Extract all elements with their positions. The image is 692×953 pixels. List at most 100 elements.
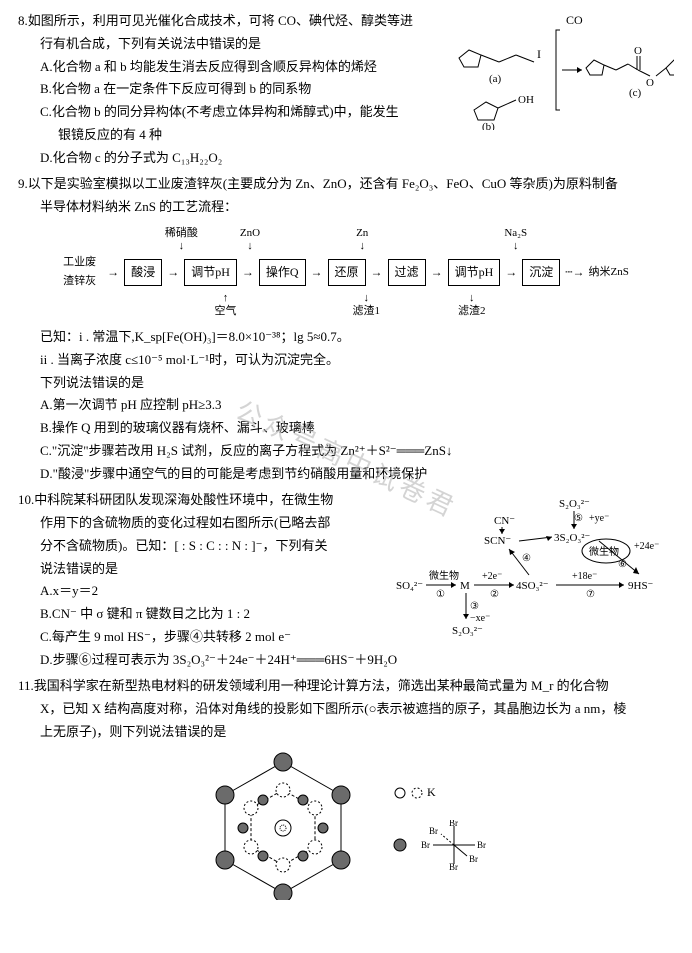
svg-text:S₂O₃²⁻: S₂O₃²⁻ xyxy=(452,625,483,637)
q10-stem1: 中科院某科研团队发现深海处酸性环境中，在微生物 xyxy=(34,489,388,512)
struct-c: O O (c) xyxy=(586,45,674,99)
q8-figure: CO I (a) OH (b) xyxy=(434,10,674,130)
flow-box3: 操作Q xyxy=(259,259,306,286)
q9-optA: 第一次调节 pH 应控制 pH≥3.3 xyxy=(53,394,222,417)
svg-text:I: I xyxy=(537,47,541,61)
svg-text:S₂O₃²⁻: S₂O₃²⁻ xyxy=(559,498,590,510)
flow-box7: 沉淀 xyxy=(522,259,560,286)
svg-text:3S₂O₃²⁻: 3S₂O₃²⁻ xyxy=(554,532,591,544)
flow-output: 纳米ZnS xyxy=(588,263,628,282)
svg-text:(b): (b) xyxy=(482,121,495,130)
svg-text:①: ① xyxy=(436,589,445,600)
flow-in2: ZnO xyxy=(240,227,260,240)
q9-optB-label: B. xyxy=(40,417,52,440)
q10-optD: 步骤⑥过程可表示为 3S₂O₃²⁻＋24e⁻＋24H⁺═══6HS⁻＋9H₂O xyxy=(53,649,398,672)
flow-input-left: 工业废渣锌灰 xyxy=(63,253,103,292)
q9-stem1: 以下是实验室模拟以工业废渣锌灰(主要成分为 Zn、ZnO，还含有 Fe₂O₃、F… xyxy=(28,173,674,196)
br-octahedron: Br Br Br Br Br Br xyxy=(419,820,489,870)
svg-text:−xe⁻: −xe⁻ xyxy=(470,613,490,624)
legend-k: K xyxy=(427,785,436,799)
q9-optC: "沉淀"步骤若改用 H₂S 试剂，反应的离子方程式为 Zn²⁺＋S²⁻═══Zn… xyxy=(52,440,453,463)
struct-a: I (a) xyxy=(459,47,541,85)
svg-text:SCN⁻: SCN⁻ xyxy=(484,535,511,547)
q8-optC1: 化合物 b 的同分异构体(不考虑立体异构和烯醇式)中，能发生 xyxy=(52,101,399,124)
svg-text:⑤: ⑤ xyxy=(574,513,583,524)
q10-optA: x＝y＝2 xyxy=(53,580,99,603)
svg-text:Br: Br xyxy=(449,820,458,828)
question-9: 9. 以下是实验室模拟以工业废渣锌灰(主要成分为 Zn、ZnO，还含有 Fe₂O… xyxy=(18,173,674,485)
question-11: 11. 我国科学家在新型热电材料的研发领域利用一种理论计算方法，筛选出某种最简式… xyxy=(18,675,674,899)
svg-text:Br: Br xyxy=(429,826,438,836)
svg-text:微生物: 微生物 xyxy=(429,569,459,582)
svg-text:SO₄²⁻: SO₄²⁻ xyxy=(396,580,423,592)
svg-text:CN⁻: CN⁻ xyxy=(494,515,515,527)
svg-text:微生物: 微生物 xyxy=(589,545,619,558)
svg-text:Br: Br xyxy=(449,862,458,870)
question-10: SO₄²⁻ ① 微生物 M +2e⁻ ② 4SO₃²⁻ +18e⁻ ⑦ 9HS⁻… xyxy=(18,489,674,671)
q10-optC-label: C. xyxy=(40,626,52,649)
flow-in4: Zn xyxy=(356,227,368,240)
q9-optD-label: D. xyxy=(40,463,53,486)
flow-box6: 调节pH xyxy=(448,259,501,286)
q9-num: 9. xyxy=(18,173,28,196)
q9-optD: "酸浸"步骤中通空气的目的可能是考虑到节约硝酸用量和环境保护 xyxy=(53,463,428,486)
svg-text:③: ③ xyxy=(470,601,479,612)
q8-optA-label: A. xyxy=(40,56,53,79)
q10-optC: 每产生 9 mol HS⁻，步骤④共转移 2 mol e⁻ xyxy=(52,626,291,649)
q8-optD: 化合物 c 的分子式为 C₁₃H₂₂O₂ xyxy=(53,147,223,170)
svg-text:O: O xyxy=(646,77,654,89)
q11-legend: K Br Br Br Br Br Br xyxy=(393,780,489,870)
q10-figure: SO₄²⁻ ① 微生物 M +2e⁻ ② 4SO₃²⁻ +18e⁻ ⑦ 9HS⁻… xyxy=(394,489,674,639)
q10-optB-label: B. xyxy=(40,603,52,626)
svg-text:+24e⁻: +24e⁻ xyxy=(634,541,659,552)
flow-out5: 滤渣2 xyxy=(458,305,486,318)
q9-known-i: 已知：i . 常温下,K_sp[Fe(OH)₃]＝8.0×10⁻³⁸；lg 5≈… xyxy=(18,326,674,349)
flow-in1b: 空气 xyxy=(215,305,237,318)
q11-num: 11. xyxy=(18,675,34,698)
svg-text:M: M xyxy=(460,580,470,592)
q8-optC-label: C. xyxy=(40,101,52,124)
svg-text:⑥: ⑥ xyxy=(618,559,627,570)
q9-optC-label: C. xyxy=(40,440,52,463)
svg-text:(c): (c) xyxy=(629,87,642,99)
q10-optB: CN⁻ 中 σ 键和 π 键数目之比为 1 : 2 xyxy=(52,603,250,626)
q11-stem2: X，已知 X 结构高度对称，沿体对角线的投影如下图所示(○表示被遮挡的原子，其晶… xyxy=(18,698,674,721)
flow-out3: 滤渣1 xyxy=(353,305,381,318)
question-8: CO I (a) OH (b) xyxy=(18,10,674,169)
flow-in1: 稀硝酸 xyxy=(165,227,198,240)
crystal-projection xyxy=(203,750,363,900)
svg-text:Br: Br xyxy=(469,854,478,864)
svg-text:9HS⁻: 9HS⁻ xyxy=(628,580,654,592)
q9-stem2: 半导体材料纳米 ZnS 的工艺流程： xyxy=(18,196,674,219)
svg-text:+2e⁻: +2e⁻ xyxy=(482,571,502,582)
flow-in7: Na₂S xyxy=(504,227,527,240)
q9-flow: 稀硝酸↓ ZnO↓ Zn↓ Na₂S↓ 工业废渣锌灰 → 酸浸 → 调节pH →… xyxy=(18,227,674,318)
q9-known-ii: ii . 当离子浓度 c≤10⁻⁵ mol·L⁻¹时，可认为沉淀完全。 xyxy=(18,349,674,372)
q9-optB: 操作 Q 用到的玻璃仪器有烧杯、漏斗、玻璃棒 xyxy=(52,417,315,440)
q8-optB: 化合物 a 在一定条件下反应可得到 b 的同系物 xyxy=(52,78,311,101)
svg-text:O: O xyxy=(634,45,642,57)
q10-num: 10. xyxy=(18,489,34,512)
q8-optD-label: D. xyxy=(40,147,53,170)
svg-text:Br: Br xyxy=(477,840,486,850)
struct-b: OH (b) xyxy=(474,94,534,130)
flow-box5: 过滤 xyxy=(388,259,426,286)
svg-text:OH: OH xyxy=(518,94,534,106)
co-label: CO xyxy=(566,13,583,27)
q9-optA-label: A. xyxy=(40,394,53,417)
svg-text:⑦: ⑦ xyxy=(586,589,595,600)
svg-text:(a): (a) xyxy=(489,73,502,85)
svg-text:Br: Br xyxy=(421,840,430,850)
flow-box2: 调节pH xyxy=(184,259,237,286)
q8-num: 8. xyxy=(18,10,28,33)
svg-text:+ye⁻: +ye⁻ xyxy=(589,513,609,524)
flow-box1: 酸浸 xyxy=(124,259,162,286)
q10-optA-label: A. xyxy=(40,580,53,603)
q8-stem1: 如图所示，利用可见光催化合成技术，可将 CO、碘代烃、醇类等进 xyxy=(28,10,428,33)
q11-figure: K Br Br Br Br Br Br xyxy=(18,750,674,900)
q8-optA: 化合物 a 和 b 均能发生消去反应得到含顺反异构体的烯烃 xyxy=(53,56,377,79)
q8-optB-label: B. xyxy=(40,78,52,101)
flow-box4: 还原 xyxy=(328,259,366,286)
q11-stem1: 我国科学家在新型热电材料的研发领域利用一种理论计算方法，筛选出某种最简式量为 M… xyxy=(34,675,674,698)
svg-text:+18e⁻: +18e⁻ xyxy=(572,571,597,582)
